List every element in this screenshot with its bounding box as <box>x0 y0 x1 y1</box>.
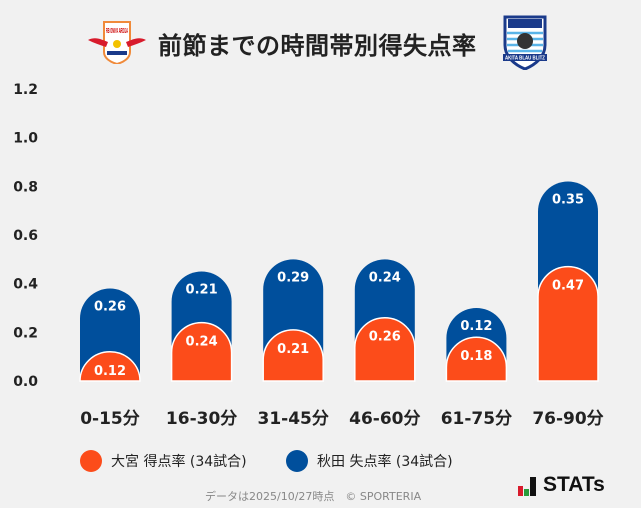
x-tick-label: 61-75分 <box>441 409 512 429</box>
akita-logo: AKITA BLAU BLITZ <box>503 15 547 70</box>
y-tick-label: 0.4 <box>13 277 38 293</box>
bar-omiya <box>445 336 508 382</box>
y-tick-label: 0.0 <box>13 374 38 390</box>
legend-swatch-blue <box>286 450 308 472</box>
legend-swatch-orange <box>80 450 102 472</box>
stats-logo: STATs <box>518 474 605 496</box>
data-label-akita: 0.24 <box>369 270 401 285</box>
legend-label: 大宮 得点率 (34試合) <box>111 454 247 470</box>
page-title: 前節までの時間帯別得失点率 <box>158 32 477 60</box>
y-tick-label: 0.6 <box>13 228 38 244</box>
footer-note: データは2025/10/27時点 © SPORTERIA <box>205 490 422 503</box>
bar-omiya <box>354 317 416 382</box>
data-label-omiya: 0.24 <box>186 335 218 350</box>
legend-label: 秋田 失点率 (34試合) <box>317 454 453 470</box>
x-tick-label: 46-60分 <box>349 409 420 429</box>
data-label-omiya: 0.12 <box>94 364 126 379</box>
data-label-akita: 0.12 <box>460 319 492 334</box>
bar-omiya <box>537 265 599 382</box>
data-label-akita: 0.35 <box>552 192 584 207</box>
x-tick-label: 31-45分 <box>258 409 329 429</box>
data-label-akita: 0.26 <box>94 300 126 315</box>
bar-omiya <box>170 321 233 382</box>
y-tick-label: 1.2 <box>13 82 38 98</box>
legend-item-akita: 秋田 失点率 (34試合) <box>286 450 453 472</box>
x-tick-label: 0-15分 <box>80 409 140 429</box>
legend-item-omiya: 大宮 得点率 (34試合) <box>80 450 247 472</box>
data-label-omiya: 0.18 <box>460 349 492 364</box>
data-label-omiya: 0.21 <box>277 342 309 357</box>
omiya-logo: RB OMIYA ARDIJA <box>88 21 146 64</box>
y-tick-label: 0.2 <box>13 325 38 341</box>
x-tick-label: 16-30分 <box>166 409 237 429</box>
data-label-omiya: 0.47 <box>552 279 584 294</box>
omiya-logo-text: RB OMIYA ARDIJA <box>106 28 128 35</box>
akita-logo-text: AKITA BLAU BLITZ <box>505 56 546 62</box>
x-tick-label: 76-90分 <box>532 409 603 429</box>
bar-omiya <box>262 329 324 382</box>
y-tick-label: 1.0 <box>13 131 38 147</box>
data-label-omiya: 0.26 <box>369 330 401 345</box>
data-label-akita: 0.21 <box>186 283 218 298</box>
stats-bars-icon <box>518 477 536 496</box>
stats-brand: STATs <box>543 473 605 496</box>
y-tick-label: 0.8 <box>13 179 38 195</box>
bar-omiya <box>79 351 141 382</box>
data-label-akita: 0.29 <box>277 270 309 285</box>
